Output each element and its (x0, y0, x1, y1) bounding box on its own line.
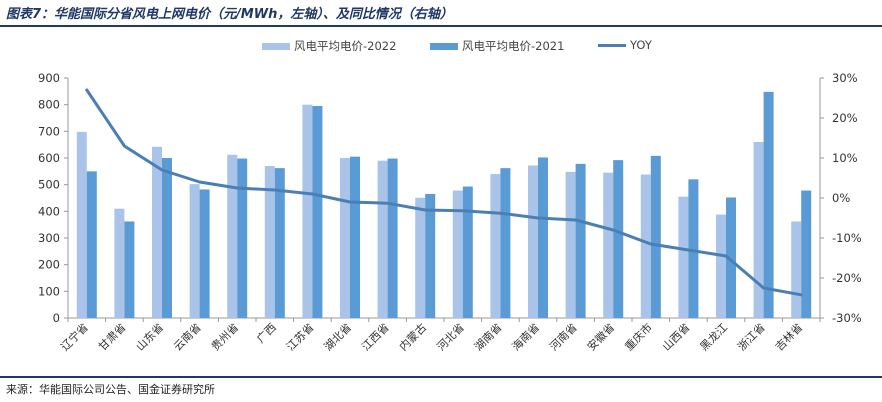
bar-2022 (753, 142, 764, 318)
bar-2021 (387, 158, 398, 318)
bar-2022 (528, 165, 538, 318)
x-tick-label: 辽宁省 (58, 320, 91, 353)
bar-2022 (640, 174, 651, 318)
chart-legend: 风电平均电价-2022 风电平均电价-2021 YOY (0, 38, 882, 54)
bar-2022 (114, 208, 125, 318)
x-tick-label: 海南省 (509, 320, 542, 353)
y-left-tick-label: 800 (38, 98, 60, 112)
y-left-tick-label: 700 (38, 124, 60, 138)
y-left-tick-label: 500 (38, 178, 60, 192)
bar-2022 (791, 221, 802, 318)
legend-label-2021: 风电平均电价-2021 (462, 39, 565, 53)
bar-2021 (462, 186, 473, 318)
bar-2022 (302, 104, 313, 319)
x-tick-label: 山东省 (134, 321, 167, 354)
legend-swatch-yoy (598, 43, 626, 47)
x-tick-label: 吉林省 (772, 320, 805, 353)
bar-2021 (199, 189, 210, 318)
source-note: 来源：华能国际公司公告、国金证券研究所 (6, 383, 215, 396)
bar-2021 (425, 194, 436, 318)
y-left-tick-label: 600 (38, 151, 60, 165)
bar-2021 (801, 190, 812, 318)
y-left-tick-label: 0 (53, 311, 60, 325)
x-tick-label: 甘肃省 (96, 321, 129, 354)
bar-2021 (237, 158, 248, 318)
y-right-tick-label: -20% (832, 271, 862, 285)
x-tick-label: 江苏省 (284, 321, 317, 354)
y-left-tick-label: 300 (38, 231, 60, 245)
bar-2022 (565, 171, 576, 318)
bar-2021 (650, 155, 661, 318)
yoy-line (85, 88, 803, 297)
legend-item-yoy: YOY (598, 38, 652, 52)
legend-label-yoy: YOY (630, 38, 652, 52)
y-right-tick-label: 0% (832, 191, 850, 205)
bar-2021 (86, 171, 97, 318)
x-tick-label: 湖南省 (472, 321, 505, 354)
legend-item-2021: 风电平均电价-2021 (430, 38, 564, 54)
legend-swatch-2022 (262, 42, 290, 50)
bar-2021 (500, 168, 511, 318)
y-left-tick-label: 900 (38, 71, 60, 85)
bar-2021 (350, 156, 360, 318)
x-tick-label: 浙江省 (735, 321, 768, 354)
bar-2021 (162, 158, 172, 318)
bar-2021 (726, 197, 736, 318)
bar-2022 (377, 160, 388, 318)
y-left-tick-label: 400 (38, 204, 60, 218)
y-right-tick-label: -10% (832, 231, 862, 245)
bar-2021 (763, 91, 774, 318)
x-tick-label: 山西省 (660, 321, 693, 354)
bar-2022 (152, 146, 162, 318)
x-tick-label: 安徽省 (584, 320, 617, 353)
legend-item-2022: 风电平均电价-2022 (262, 38, 396, 54)
y-right-tick-label: 30% (832, 71, 858, 85)
bar-2022 (264, 166, 275, 318)
footer-divider (0, 376, 882, 378)
y-right-tick-label: 10% (832, 151, 858, 165)
bar-2022 (716, 214, 726, 318)
legend-label-2022: 风电平均电价-2022 (294, 39, 397, 53)
y-left-tick-label: 100 (38, 284, 60, 298)
x-tick-label: 重庆市 (622, 320, 655, 353)
chart-title: 图表7：华能国际分省风电上网电价（元/MWh，左轴）、及同比情况（右轴） (6, 7, 453, 22)
x-tick-label: 湖北省 (322, 321, 355, 354)
y-left-tick-label: 200 (38, 258, 60, 272)
y-right-tick-label: 20% (832, 111, 858, 125)
legend-swatch-2021 (430, 42, 458, 50)
x-tick-label: 江西省 (359, 321, 392, 354)
bar-2022 (452, 190, 463, 318)
x-tick-label: 内蒙古 (396, 320, 429, 353)
x-tick-label: 河南省 (547, 321, 580, 354)
bar-2021 (274, 168, 285, 318)
bar-2022 (678, 196, 689, 318)
bar-2022 (415, 197, 426, 318)
bar-2021 (538, 157, 548, 318)
bar-2021 (688, 179, 699, 318)
bar-2021 (312, 106, 323, 318)
y-right-tick-label: -30% (832, 311, 862, 325)
x-tick-label: 河北省 (434, 321, 467, 354)
bar-2022 (189, 184, 200, 318)
x-tick-label: 黑龙江 (698, 321, 731, 354)
bar-2021 (575, 163, 586, 318)
x-tick-label: 广西 (254, 321, 279, 346)
title-divider (0, 25, 882, 27)
bar-2022 (227, 154, 238, 318)
bar-2022 (490, 174, 501, 318)
x-tick-label: 贵州省 (209, 321, 242, 354)
bar-2022 (76, 131, 87, 318)
bar-2022 (603, 172, 614, 318)
bar-2021 (613, 160, 624, 318)
bar-2022 (340, 158, 350, 318)
bar-2021 (124, 221, 135, 318)
x-tick-label: 云南省 (171, 321, 204, 354)
